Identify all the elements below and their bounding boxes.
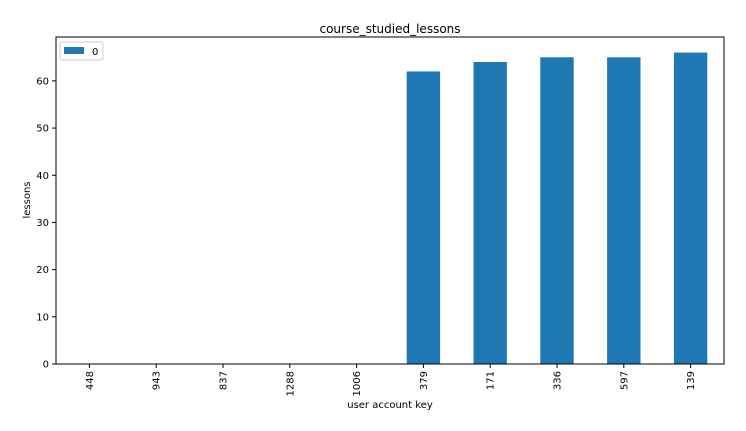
legend-swatch (64, 47, 84, 54)
y-tick-label: 50 (36, 124, 49, 135)
x-tick-label: 379 (419, 371, 430, 390)
x-tick-label: 139 (686, 371, 697, 390)
bar (540, 57, 574, 365)
x-tick-label: 336 (553, 371, 564, 390)
y-tick-label: 30 (36, 218, 49, 229)
y-tick-label: 20 (36, 265, 49, 276)
chart-title: course_studied_lessons (319, 22, 460, 36)
x-tick-label: 837 (219, 371, 230, 390)
legend-label: 0 (92, 47, 98, 58)
y-tick-label: 10 (36, 312, 49, 323)
bar (673, 52, 708, 364)
bar (473, 62, 507, 364)
y-tick-label: 60 (36, 76, 49, 87)
x-axis-label: user account key (347, 400, 433, 411)
plot-frame (55, 36, 725, 365)
x-tick-label: 1288 (285, 371, 296, 396)
x-tick-label: 1006 (352, 371, 363, 396)
plot-area: 0 10 20 30 40 50 60 448 943 837 1288 1006 379 171 336 5… (36, 36, 725, 396)
y-axis-label: lessons (22, 181, 33, 218)
x-tick-label: 943 (152, 371, 163, 390)
bar (607, 57, 641, 365)
x-tick-label: 597 (619, 371, 630, 390)
x-tick-label: 171 (486, 371, 497, 390)
y-tick-label: 0 (43, 360, 49, 371)
bar (406, 71, 441, 364)
x-tick-label: 448 (85, 371, 96, 390)
legend: 0 (59, 41, 104, 61)
y-tick-label: 40 (36, 171, 49, 182)
